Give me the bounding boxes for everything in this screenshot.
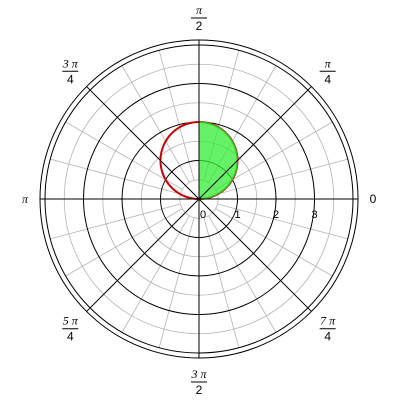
angle-label-denominator: 4 xyxy=(324,72,331,86)
major-grid-spoke xyxy=(86,198,200,312)
minor-grid-spoke xyxy=(50,158,181,195)
radial-tick-labels: 1 2 3 0 xyxy=(200,196,318,221)
minor-grid-spoke xyxy=(121,65,190,183)
radial-tick-label: 2 xyxy=(273,209,279,221)
minor-grid-spoke xyxy=(121,215,190,333)
angle-label-numerator: π xyxy=(325,56,332,70)
angle-label: π xyxy=(22,192,29,206)
angle-label-numerator: 3 π xyxy=(190,367,207,381)
angle-label-denominator: 4 xyxy=(67,72,74,86)
angle-label-numerator: π xyxy=(196,3,203,17)
radial-tick-label: 1 xyxy=(234,209,240,221)
angle-label-numerator: 3 π xyxy=(62,56,79,70)
minor-grid-spoke xyxy=(208,215,277,333)
angle-label-denominator: 2 xyxy=(196,19,203,33)
major-grid-spoke xyxy=(198,198,312,312)
minor-grid-spoke xyxy=(65,208,183,277)
major-grid-spoke xyxy=(198,86,312,200)
minor-grid-spoke xyxy=(203,217,240,348)
minor-grid-spoke xyxy=(215,121,333,190)
angle-label-numerator: 5 π xyxy=(63,314,79,328)
angle-label-denominator: 4 xyxy=(67,330,74,344)
origin-label: 0 xyxy=(200,209,206,221)
minor-grid-spoke xyxy=(158,217,195,348)
angle-labels: 0 π 4 π 2 3 π 4 π 5 π 4 3 π 2 7 π 4 xyxy=(22,3,377,397)
angle-label-denominator: 2 xyxy=(196,383,203,397)
angle-label-denominator: 4 xyxy=(324,330,331,344)
major-grid-spoke xyxy=(86,86,200,200)
minor-grid-spoke xyxy=(158,50,195,181)
angle-label-numerator: 7 π xyxy=(320,314,336,328)
axes xyxy=(39,39,359,359)
minor-grid-spoke xyxy=(217,158,348,195)
angle-label: 0 xyxy=(370,192,377,206)
filled-region xyxy=(198,121,239,200)
minor-grid-spoke xyxy=(215,208,333,277)
minor-grid-spoke xyxy=(65,121,183,190)
minor-grid-spoke xyxy=(217,203,348,240)
radial-tick-label: 3 xyxy=(311,209,317,221)
minor-grid-spoke xyxy=(50,203,181,240)
